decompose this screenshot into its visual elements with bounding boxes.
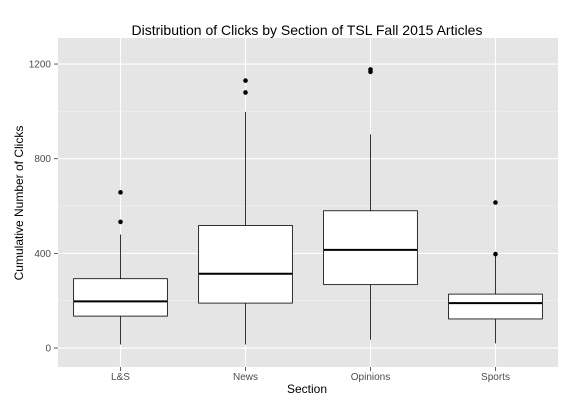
chart-title: Distribution of Clicks by Section of TSL… [132,22,483,38]
box-body [323,210,418,286]
y-axis-label: Cumulative Number of Clicks [12,126,26,281]
outlier-point [243,90,248,95]
outlier-point [368,67,373,72]
y-tick-label: 1200 [29,60,52,71]
x-tick-label: Opinions [351,372,390,383]
box-series [73,67,543,345]
outlier-point [243,78,248,83]
x-tick-label: News [233,372,258,383]
box-sports [448,200,543,344]
outlier-point [493,251,498,257]
outlier-point [118,190,123,195]
box-l-s [73,190,168,345]
x-axis-label: Section [287,382,327,396]
box-opinions [323,67,418,340]
x-tick-label: Sports [481,372,510,383]
x-axis-ticks: L&S News Opinions Sports [111,367,510,383]
box-body [73,278,168,317]
box-body [448,293,543,320]
box-body [198,225,293,304]
outlier-point [118,219,123,225]
box-news [198,78,293,345]
y-tick-label: 0 [45,344,51,355]
y-tick-label: 400 [34,249,51,260]
outlier-point [493,200,498,205]
y-tick-label: 800 [34,154,51,165]
y-axis-ticks: 0 400 800 1200 [29,60,58,355]
x-tick-label: L&S [111,372,130,383]
